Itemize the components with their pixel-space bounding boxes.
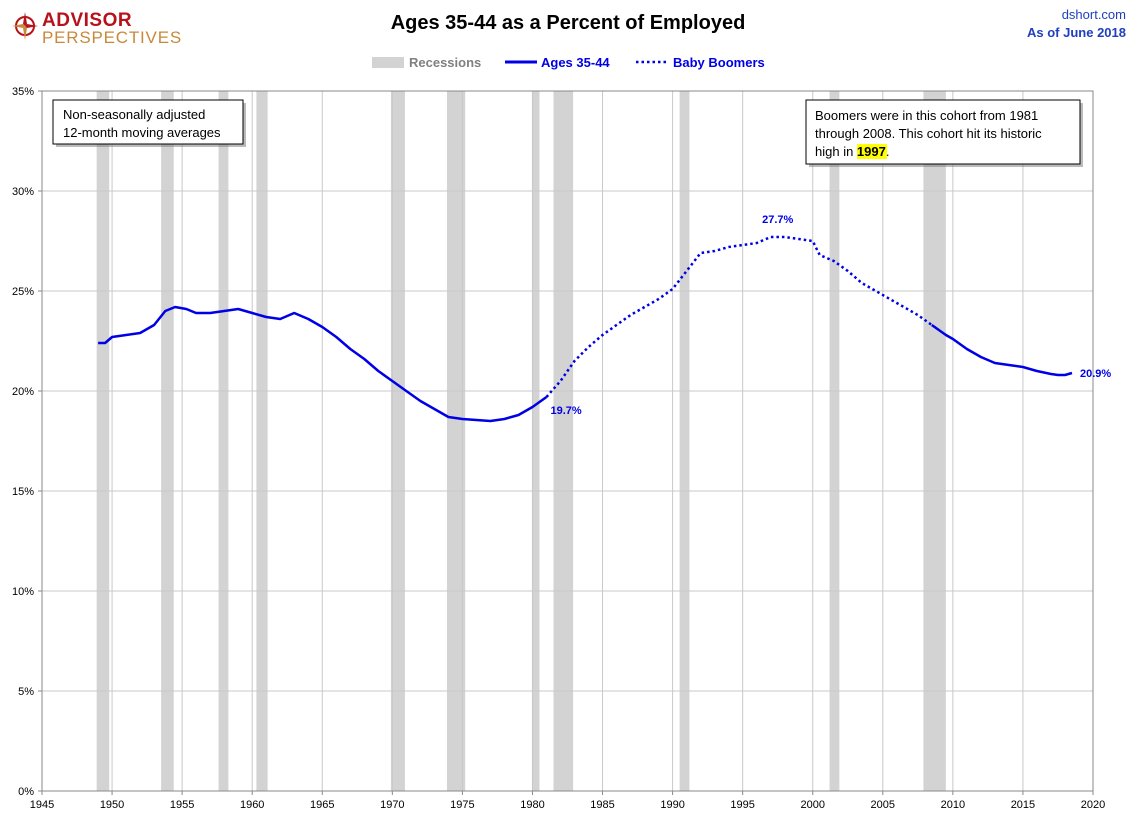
data-labels: 19.7% 27.7% 20.9% (550, 214, 1111, 417)
note-box-right: Boomers were in this cohort from 1981 th… (805, 99, 1083, 167)
ages-35-44-series-line (98, 305, 548, 423)
plot-area-border (41, 90, 1094, 792)
x-tick-label: 2010 (941, 799, 965, 811)
recession-band (256, 91, 268, 791)
legend-recessions-label: Recessions (409, 55, 481, 70)
logo-text-perspectives: PERSPECTIVES (42, 28, 182, 47)
x-tick-label: 1980 (520, 799, 544, 811)
advisor-perspectives-logo: ADVISOR PERSPECTIVES (12, 8, 182, 47)
y-tick-label: 25% (12, 286, 34, 298)
note-left-box (52, 99, 244, 145)
y-tick-label: 35% (12, 86, 34, 98)
y-tick-label: 10% (12, 586, 34, 598)
y-tick-label: 5% (18, 686, 34, 698)
x-tick-label: 2000 (800, 799, 824, 811)
note-right-line3-prefix: high in (815, 144, 857, 159)
x-tick-label: 2005 (871, 799, 895, 811)
highlight-1997-background (857, 144, 887, 159)
note-left-line2: 12-month moving averages (63, 125, 221, 140)
x-tick-label: 1995 (730, 799, 754, 811)
recession-band (218, 91, 229, 791)
recession-band (553, 91, 574, 791)
as-of-date: As of June 2018 (1027, 25, 1126, 40)
source-block: dshort.com As of June 2018 (1027, 6, 1126, 42)
recession-band (923, 91, 946, 791)
x-tick-label: 1970 (380, 799, 404, 811)
note-right-line1: Boomers were in this cohort from 1981 (815, 108, 1038, 123)
recession-band (679, 91, 690, 791)
x-tick-label: 1950 (100, 799, 124, 811)
baby-boomers-series-line (545, 235, 933, 398)
x-tick-label: 1960 (240, 799, 264, 811)
legend-recessions-swatch (372, 57, 404, 68)
y-axis-ticks: 0% 5% 10% 15% 20% 25% 30% 35% (12, 86, 42, 798)
x-axis-ticks: 1945 1950 1955 1960 1965 1970 1975 1980 1985 1990… (30, 791, 1105, 811)
note-left-line1: Non-seasonally adjusted (63, 107, 205, 122)
recession-band (446, 91, 466, 791)
ages-35-44-series-line (931, 323, 1073, 377)
data-label: 20.9% (1080, 368, 1111, 380)
recession-band (532, 91, 540, 791)
series-lines (98, 235, 1073, 423)
note-box-left: Non-seasonally adjusted 12-month moving … (52, 99, 246, 147)
x-tick-label: 1965 (310, 799, 334, 811)
chart-title: Ages 35-44 as a Percent of Employed (390, 12, 746, 34)
x-tick-label: 1990 (660, 799, 684, 811)
source-site: dshort.com (1061, 7, 1126, 22)
note-right-line3: high in 1997. (815, 144, 889, 159)
data-label: 19.7% (550, 405, 581, 417)
y-tick-label: 30% (12, 186, 34, 198)
x-tick-label: 2020 (1081, 799, 1105, 811)
highlight-1997: 1997 (857, 144, 886, 159)
legend-boomers-label: Baby Boomers (673, 55, 765, 70)
x-tick-label: 1955 (170, 799, 194, 811)
logo-text-advisor: ADVISOR (42, 10, 133, 31)
x-tick-label: 2015 (1011, 799, 1035, 811)
data-label: 27.7% (762, 214, 793, 226)
recession-band (390, 91, 405, 791)
y-tick-label: 0% (18, 786, 34, 798)
y-tick-label: 20% (12, 386, 34, 398)
x-tick-label: 1985 (590, 799, 614, 811)
note-right-line3-suffix: . (886, 144, 890, 159)
x-tick-label: 1945 (30, 799, 54, 811)
compass-rose-icon (12, 12, 38, 40)
legend: Recessions Ages 35-44 Baby Boomers (372, 55, 765, 70)
recession-band (161, 91, 174, 791)
legend-ages-label: Ages 35-44 (541, 55, 610, 70)
recession-band (96, 91, 110, 791)
y-tick-label: 15% (12, 486, 34, 498)
recession-bands (96, 91, 946, 791)
note-right-box (805, 99, 1081, 165)
x-tick-label: 1975 (450, 799, 474, 811)
recession-band (829, 91, 840, 791)
note-right-line2: through 2008. This cohort hit its histor… (815, 126, 1042, 141)
